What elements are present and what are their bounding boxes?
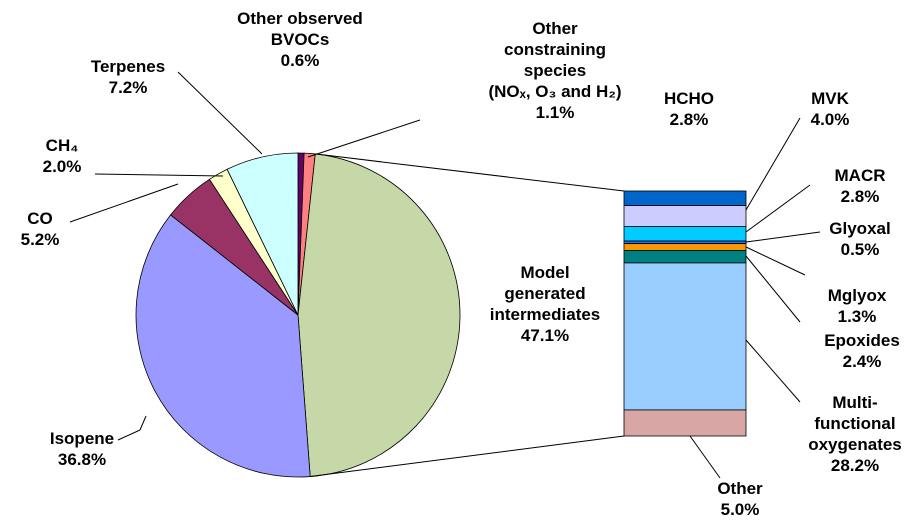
bar-segment xyxy=(623,262,747,411)
data-label: MACR 2.8% xyxy=(760,165,918,207)
leader-line xyxy=(745,231,821,243)
category-label: Model generated intermediates xyxy=(489,263,601,324)
pie-slice xyxy=(135,214,311,478)
category-label: Other constraining species (NOₓ, O₃ and … xyxy=(488,19,622,101)
leader-line xyxy=(94,173,224,177)
data-label: Other constraining species (NOₓ, O₃ and … xyxy=(455,18,655,123)
bar-segment xyxy=(623,190,747,206)
data-label: HCHO 2.8% xyxy=(589,88,789,130)
value-label: 0.6% xyxy=(280,51,320,70)
category-label: HCHO xyxy=(663,89,715,108)
data-label: Multi- functional oxygenates 28.2% xyxy=(755,392,918,476)
category-label: Other xyxy=(717,479,763,498)
value-label: 5.2% xyxy=(20,230,60,249)
leader-line xyxy=(307,119,421,158)
leader-line xyxy=(117,429,141,441)
pie-slice xyxy=(226,152,299,316)
data-label: MVK 4.0% xyxy=(730,88,918,130)
data-label: CO 5.2% xyxy=(0,208,140,250)
value-label: 0.5% xyxy=(840,240,880,259)
value-label: 2.0% xyxy=(42,157,82,176)
category-label: Epoxides xyxy=(824,331,900,350)
value-label: 2.8% xyxy=(669,110,709,129)
value-label: 7.2% xyxy=(108,78,148,97)
bar-segment xyxy=(623,226,747,242)
leader-line xyxy=(745,117,801,211)
data-label: Other observed BVOCs 0.6% xyxy=(200,8,400,71)
category-label: MVK xyxy=(811,89,849,108)
data-label: Other 5.0% xyxy=(640,478,840,520)
data-label: Model generated intermediates 47.1% xyxy=(445,262,645,346)
leader-line xyxy=(315,153,625,192)
value-label: 4.0% xyxy=(810,110,850,129)
value-label: 1.3% xyxy=(837,307,877,326)
data-label: Epoxides 2.4% xyxy=(762,330,918,372)
data-label: Glyoxal 0.5% xyxy=(760,218,918,260)
leader-line xyxy=(745,255,801,323)
category-label: Other observed BVOCs xyxy=(237,9,363,49)
value-label: 1.1% xyxy=(535,103,575,122)
leader-line xyxy=(310,435,625,478)
data-label: Isopene 36.8% xyxy=(0,428,182,470)
category-label: CH₄ xyxy=(45,136,79,155)
category-label: Mglyox xyxy=(827,286,887,305)
category-label: CO xyxy=(27,209,53,228)
bar-segment xyxy=(623,205,747,227)
bar-segment xyxy=(623,243,747,251)
value-label: 28.2% xyxy=(830,456,880,475)
leader-line xyxy=(139,415,147,431)
data-label: Mglyox 1.3% xyxy=(757,285,918,327)
leader-line xyxy=(69,183,179,223)
data-label: Terpenes 7.2% xyxy=(28,56,228,98)
value-label: 47.1% xyxy=(520,326,570,345)
bar-segment xyxy=(623,409,747,437)
category-label: Isopene xyxy=(49,429,115,448)
value-label: 2.8% xyxy=(840,187,880,206)
value-label: 5.0% xyxy=(720,500,760,519)
value-label: 2.4% xyxy=(842,352,882,371)
leader-line xyxy=(745,339,801,403)
category-label: Glyoxal xyxy=(829,219,891,238)
category-label: MACR xyxy=(834,166,886,185)
leader-line xyxy=(689,435,721,479)
category-label: Terpenes xyxy=(90,57,166,76)
value-label: 36.8% xyxy=(57,450,107,469)
leader-line xyxy=(745,184,811,233)
leader-line xyxy=(177,71,263,155)
pie-slice xyxy=(297,153,461,477)
data-label: CH₄ 2.0% xyxy=(0,135,162,177)
category-label: Multi- functional oxygenates xyxy=(808,393,902,454)
leader-line xyxy=(745,246,806,276)
